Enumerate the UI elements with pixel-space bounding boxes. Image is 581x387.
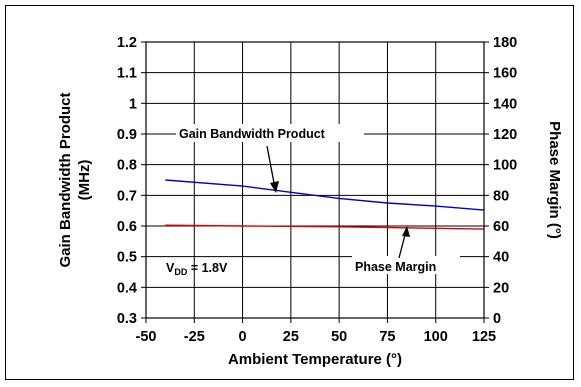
y-right-tick-label: 80: [493, 188, 509, 204]
vdd-annotation: VDD = 1.8V: [166, 261, 228, 277]
x-tick-label: -50: [136, 329, 157, 345]
y-left-tick-label: 0.3: [117, 311, 137, 327]
gbw-arrowhead: [270, 181, 279, 193]
y-left-tick-label: 1.2: [117, 35, 137, 51]
y-right-tick-label: 180: [493, 35, 517, 51]
pm-arrowhead: [402, 226, 410, 237]
pm-arrow: [398, 234, 406, 259]
y-axis-right-label: Phase Margin (°): [546, 121, 563, 239]
y-left-tick-label: 0.5: [117, 250, 137, 266]
y-right-tick-label: 120: [493, 127, 517, 143]
y-left-tick-label: 0.7: [117, 188, 137, 204]
y-right-tick-label: 140: [493, 96, 517, 112]
vdd-label: VDD = 1.8V: [166, 261, 228, 277]
y-left-tick-label: 0.9: [117, 127, 137, 143]
y-left-tick-label: 0.4: [117, 280, 137, 296]
y-right-tick-label: 40: [493, 250, 509, 266]
y-right-tick-label: 100: [493, 158, 517, 174]
x-tick-label: 75: [379, 329, 395, 345]
y-axis-left-unit: (MHz): [76, 160, 93, 201]
y-left-tick-label: 1: [129, 96, 137, 112]
y-left-tick-label: 1.1: [117, 66, 137, 82]
gain-bandwidth-line: [165, 179, 485, 211]
pm-annotation: Phase Margin: [352, 226, 460, 274]
series-lines: [165, 179, 485, 230]
gbw-label: Gain Bandwidth Product: [179, 127, 326, 141]
x-axis-label: Ambient Temperature (°): [228, 351, 402, 368]
y-axis-left-label: Gain Bandwidth Product: [57, 92, 74, 267]
x-tick-label: 100: [424, 329, 448, 345]
gbw-arrow: [266, 145, 275, 184]
x-tick-label: 25: [283, 329, 299, 345]
plot-area: [145, 41, 485, 319]
gbw-annotation: Gain Bandwidth Product: [176, 124, 364, 193]
y-right-tick-label: 60: [493, 219, 509, 235]
tick-labels: -50 -25 0 25 50 75 100 125 0.3 0.4 0.5 0.6 0.7 0.8 0.9…: [117, 35, 517, 345]
x-tick-label: 125: [472, 329, 496, 345]
phase-margin-line: [165, 224, 485, 230]
x-tick-label: 50: [331, 329, 347, 345]
y-right-tick-label: 20: [493, 280, 509, 296]
y-left-tick-label: 0.8: [117, 158, 137, 174]
pm-label: Phase Margin: [355, 260, 436, 274]
gridlines: [146, 42, 484, 318]
x-tick-label: 0: [239, 329, 247, 345]
x-tick-label: -25: [184, 329, 205, 345]
axis-ticks: [141, 41, 489, 323]
y-left-tick-label: 0.6: [117, 219, 137, 235]
y-right-tick-label: 160: [493, 66, 517, 82]
y-right-tick-label: 0: [493, 311, 501, 327]
